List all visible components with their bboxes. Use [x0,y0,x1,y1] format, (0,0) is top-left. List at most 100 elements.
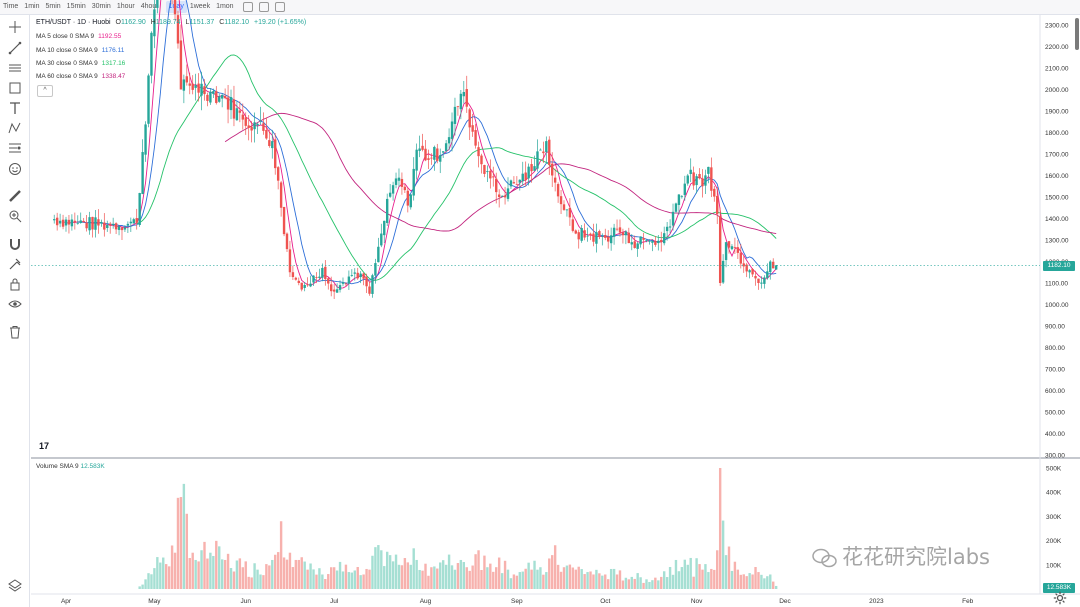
rectangle-icon[interactable] [7,80,22,95]
time-tick: Jul [330,598,339,605]
text-icon[interactable] [7,100,22,115]
volume-bar [403,558,407,589]
low-label: L [185,19,190,26]
volume-bar [495,567,498,589]
volume-bar [713,569,716,589]
volume-bar [598,573,601,589]
layers-icon[interactable] [7,578,22,593]
price-tick: 1600.00 [1045,173,1069,180]
price-tick: 900.00 [1045,324,1065,331]
candle-body [742,263,745,267]
ma10-legend[interactable]: MA 10 close 0 SMA 9 1176.11 [36,47,124,54]
volume-bar [748,573,751,589]
volume-bar [760,574,763,589]
timeframe-1hour[interactable]: 1hour [116,3,135,10]
candle-body [200,83,203,96]
candle-body [253,122,256,130]
volume-bar [739,574,742,589]
candle-body [232,99,236,119]
eye-icon[interactable] [7,296,22,311]
volume-bar [459,559,463,589]
volume-bar [341,571,345,589]
volume-bar [394,554,398,589]
price-tick: 1400.00 [1045,216,1069,223]
chart-style-icon[interactable] [242,2,253,12]
candle-body [486,171,489,173]
candle-body [94,217,97,230]
lock-icon[interactable] [7,276,22,291]
volume-bar [167,566,171,589]
timeframe-time[interactable]: Time [3,3,19,10]
volume-bar [489,563,492,589]
time-tick: Dec [779,598,791,605]
ruler-icon[interactable] [7,188,22,203]
ma30-legend[interactable]: MA 30 close 0 SMA 9 1317.16 [36,60,125,67]
change-value: +19.20 (+1.65%) [254,19,307,26]
volume-bar [727,546,731,589]
price-scale-scroll-handle[interactable] [1075,18,1079,50]
candle-body [123,227,127,230]
legend-collapse-button[interactable]: ^ [37,85,53,97]
fullscreen-icon[interactable] [274,2,285,12]
timeframe-4hour[interactable]: 4hour [140,3,159,10]
emoji-icon[interactable] [7,161,22,176]
zoom-in-icon[interactable] [7,208,22,223]
candle-body [61,219,65,227]
volume-bar [138,586,141,589]
candle-body [441,151,445,153]
volume-bar [589,571,592,589]
volume-bar [568,564,572,589]
volume-bar [724,555,728,589]
candle-body [353,272,356,274]
trend-line-icon[interactable] [7,40,22,55]
volume-bar [465,567,468,589]
crosshair-icon[interactable] [7,19,22,34]
volume-bar [159,562,162,589]
prediction-icon[interactable] [7,140,22,155]
ma60-legend[interactable]: MA 60 close 0 SMA 9 1338.47 [36,73,125,80]
timeframe-5min[interactable]: 5min [45,3,61,10]
settings-gear-icon[interactable] [1053,591,1067,605]
magnet-icon[interactable] [7,236,22,251]
volume-bar [150,574,153,589]
volume-bar [636,573,639,589]
timeframe-toolbar: Time 1min 5min 15min 30min 1hour 4hour 1day 1wee… [0,0,1080,15]
candle-body [179,40,183,90]
horizontal-lines-icon[interactable] [7,60,22,75]
volume-bar [176,497,180,589]
ma5-legend[interactable]: MA 5 close 0 SMA 9 1192.55 [36,33,121,40]
candle-body [766,271,769,279]
volume-bar [645,579,648,589]
volume-bar [604,574,607,589]
candle-body [427,158,430,160]
volume-bar [170,545,174,589]
volume-bar [173,552,177,589]
lock-drawing-icon[interactable] [7,256,22,271]
timeframe-15min[interactable]: 15min [66,3,86,10]
trash-icon[interactable] [7,324,22,339]
symbol-title[interactable]: ETH/USDT · 1D · Huobi [36,19,111,26]
volume-bar [618,570,622,589]
timeframe-1mon[interactable]: 1mon [216,3,234,10]
volume-bar [665,577,669,589]
pattern-icon[interactable] [7,120,22,135]
timeframe-1day[interactable]: 1day [165,1,187,13]
candle-body [574,230,577,234]
candle-body [212,91,215,94]
volume-bar [430,567,433,589]
timeframe-1min[interactable]: 1min [24,3,40,10]
candle-body [483,165,486,174]
volume-legend[interactable]: Volume SMA 9 12.583K [36,463,105,470]
timeframe-1week[interactable]: 1week [189,3,211,10]
candle-body [103,222,106,230]
candle-body [598,231,601,237]
timeframe-30min[interactable]: 30min [91,3,111,10]
indicator-icon[interactable] [258,2,269,12]
volume-value: 12.583K [80,463,105,470]
candle-body [542,151,545,154]
candle-body [338,285,342,290]
candle-body [209,91,212,103]
candle-body [359,273,362,278]
candle-body [111,223,115,226]
